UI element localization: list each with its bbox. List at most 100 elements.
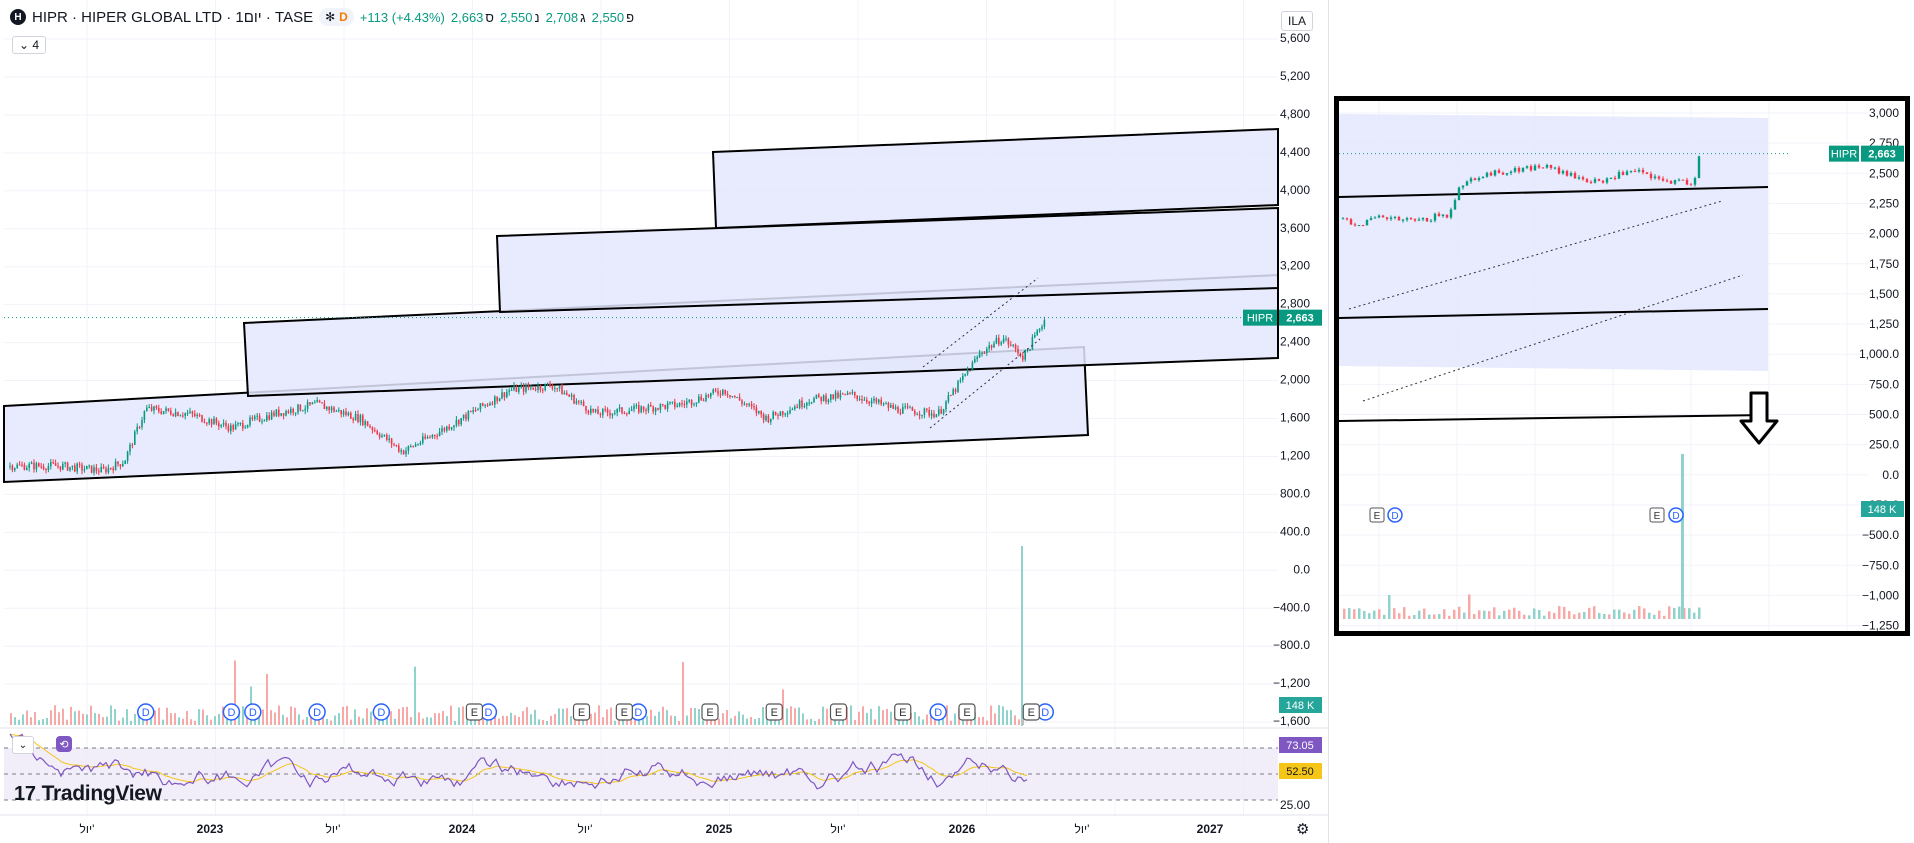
rsi-collapse-button[interactable]: ⌄ bbox=[12, 736, 34, 754]
inset-volume-bar bbox=[1448, 615, 1451, 619]
candle-body bbox=[150, 407, 153, 411]
candle-body bbox=[544, 383, 546, 391]
rsi-value-badge bbox=[1279, 737, 1322, 753]
candle-body bbox=[1000, 342, 1002, 345]
volume-bar bbox=[998, 705, 1000, 725]
candle-body bbox=[866, 399, 868, 402]
volume-bar bbox=[258, 712, 260, 725]
candle-body bbox=[986, 348, 988, 353]
volume-bar bbox=[214, 716, 216, 725]
volume-bar bbox=[546, 720, 548, 725]
gear-icon[interactable]: ⚙ bbox=[1296, 821, 1310, 838]
inset-candle-body bbox=[1437, 213, 1441, 217]
volume-bar bbox=[394, 718, 396, 725]
candle-body bbox=[131, 444, 134, 446]
inset-candle-body bbox=[1609, 177, 1613, 179]
candle-body bbox=[282, 413, 285, 416]
candle-body bbox=[998, 337, 1000, 345]
candle-body bbox=[1022, 355, 1024, 360]
candle-body bbox=[417, 444, 419, 446]
candle-body bbox=[729, 395, 731, 397]
inset-candle-body bbox=[1473, 178, 1477, 181]
earnings-event-icon bbox=[701, 703, 719, 721]
candle-body bbox=[122, 464, 124, 467]
candle-body bbox=[196, 414, 198, 417]
inset-y-axis-tick-label: 2,500 bbox=[1869, 166, 1899, 180]
candle-body bbox=[59, 466, 62, 470]
volume-bar bbox=[50, 710, 52, 725]
volume-bar bbox=[962, 716, 964, 725]
candle-body bbox=[830, 394, 832, 400]
volume-bar bbox=[946, 705, 948, 725]
x-axis-tick-label: 2026 bbox=[949, 822, 976, 836]
candle-body bbox=[1005, 338, 1007, 340]
inset-candle-body bbox=[1681, 179, 1685, 181]
inset-volume-bar bbox=[1663, 615, 1666, 619]
candle-body bbox=[940, 409, 942, 414]
volume-bar bbox=[358, 716, 360, 725]
inset-candle-body bbox=[1661, 178, 1665, 181]
candle-body bbox=[26, 468, 28, 470]
candle-body bbox=[388, 438, 390, 440]
x-axis-tick-label: יול' bbox=[1075, 822, 1090, 836]
volume-bar bbox=[190, 719, 192, 725]
tradingview-logo[interactable]: 17 TradingView bbox=[14, 782, 162, 806]
candle-body bbox=[513, 385, 515, 390]
candle-body bbox=[297, 404, 299, 413]
candle-body bbox=[491, 403, 494, 405]
currency-button[interactable]: ILA bbox=[1281, 11, 1314, 31]
candle-body bbox=[587, 410, 590, 414]
sync-icon[interactable]: ⟲ bbox=[56, 736, 72, 752]
volume-bar bbox=[306, 716, 308, 725]
volume-bar bbox=[418, 712, 420, 725]
volume-bar bbox=[634, 716, 636, 725]
candle-body bbox=[35, 463, 38, 470]
candle-body bbox=[666, 403, 669, 409]
candle-body bbox=[988, 345, 990, 349]
candle-body bbox=[270, 412, 273, 420]
volume-bar bbox=[458, 707, 460, 725]
volume-bar bbox=[74, 711, 76, 725]
volume-bar bbox=[62, 708, 64, 725]
inset-candle-body bbox=[1537, 165, 1541, 168]
candle-body bbox=[290, 408, 292, 413]
indicators-collapse-button[interactable]: ⌄ 4 bbox=[12, 36, 47, 54]
candle-body bbox=[782, 411, 784, 415]
volume-bar bbox=[138, 713, 140, 725]
volume-bar bbox=[278, 705, 280, 725]
inset-volume-bar bbox=[1588, 607, 1591, 619]
inset-channel-line bbox=[1339, 414, 1769, 422]
candle-body bbox=[714, 389, 717, 391]
candle-body bbox=[522, 385, 525, 392]
main-price-chart[interactable]: D D D D D D D D DE E E E E E E E E5,6005,2004,8004,4004,… bbox=[0, 0, 1328, 843]
earnings-event-label: E bbox=[471, 707, 478, 719]
volume-bar bbox=[822, 706, 824, 725]
volume-bar bbox=[330, 720, 332, 725]
symbol-title[interactable]: HIPR · HIPER GLOBAL LTD · 1יום · TASE bbox=[32, 8, 314, 26]
status-badges[interactable]: ✻ D bbox=[319, 8, 354, 26]
volume-bar bbox=[666, 710, 668, 725]
inset-candle-body bbox=[1545, 164, 1549, 168]
volume-bar bbox=[158, 707, 160, 725]
volume-bar bbox=[646, 716, 648, 725]
candle-body bbox=[294, 412, 297, 414]
volume-bar bbox=[746, 718, 748, 725]
candle-body bbox=[755, 407, 758, 414]
volume-bar bbox=[422, 718, 424, 725]
y-axis-tick-label: 800.0 bbox=[1280, 486, 1310, 500]
inset-candle-body bbox=[1557, 167, 1561, 174]
volume-bar bbox=[186, 711, 188, 725]
candle-body bbox=[1029, 349, 1031, 351]
main-chart-pane[interactable]: D D D D D D D D D E E E E E E E E E 5,600 5,200 4,800 4,400 4,… bbox=[0, 0, 1329, 843]
volume-bar bbox=[1014, 715, 1016, 725]
volume-bar bbox=[838, 720, 840, 725]
candle-body bbox=[198, 414, 201, 416]
candle-body bbox=[748, 404, 750, 406]
volume-bar bbox=[462, 706, 464, 725]
symbol-price-tag-label: HIPR bbox=[1247, 313, 1273, 325]
candle-body bbox=[626, 413, 628, 415]
candle-body bbox=[964, 373, 966, 376]
inset-channel-line bbox=[1339, 308, 1769, 319]
candle-body bbox=[611, 413, 614, 416]
candle-body bbox=[30, 462, 33, 464]
